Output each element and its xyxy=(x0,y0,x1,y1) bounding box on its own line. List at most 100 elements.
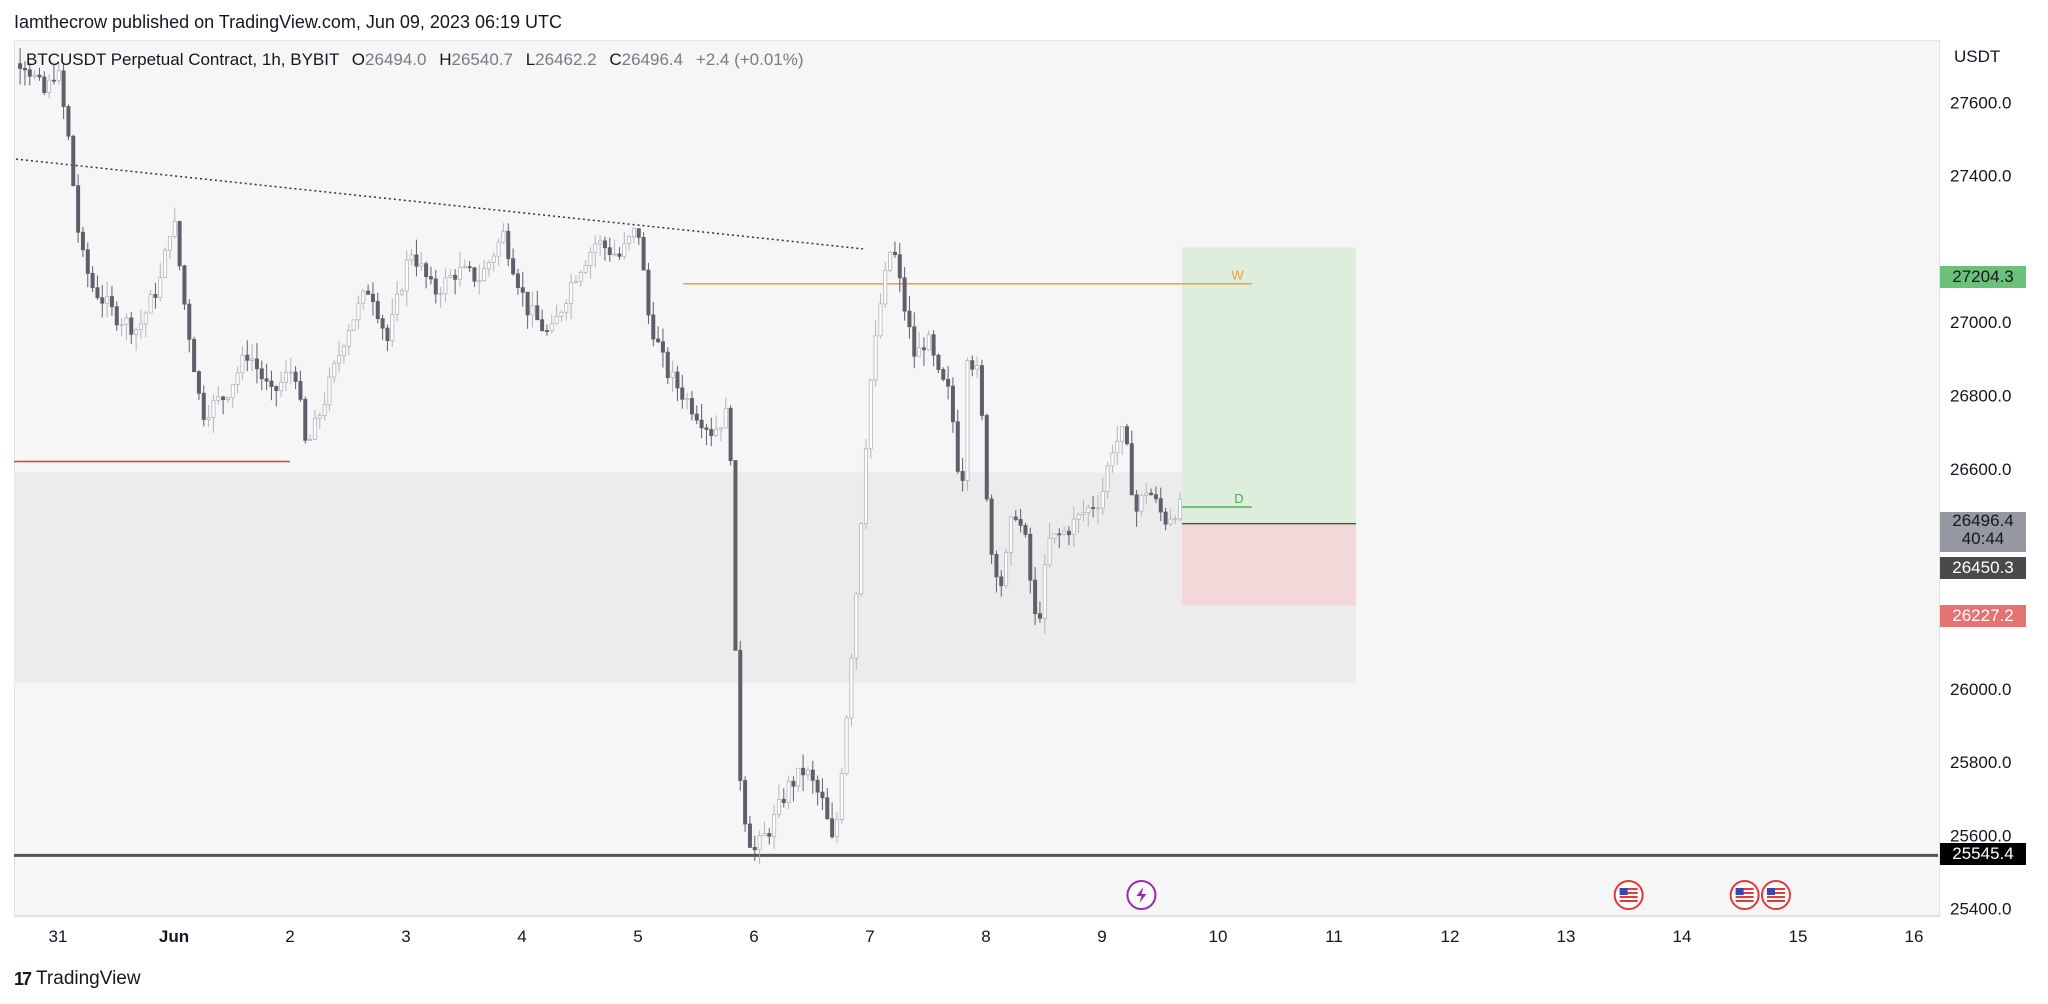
candle-body xyxy=(796,767,801,787)
candle-body xyxy=(955,421,960,472)
candle-body xyxy=(622,243,627,257)
time-tick-label: 15 xyxy=(1789,927,1808,946)
candle-body xyxy=(994,553,999,578)
candle-body xyxy=(598,240,603,245)
candle-body xyxy=(1062,530,1067,535)
time-tick-label: 2 xyxy=(285,927,294,946)
candle-body xyxy=(1047,537,1052,566)
candle xyxy=(622,232,627,260)
candle-body xyxy=(211,399,216,418)
candle xyxy=(902,266,907,321)
candle-body xyxy=(511,258,516,275)
candle-body xyxy=(235,372,240,385)
candle xyxy=(897,242,902,293)
candle-body xyxy=(167,236,172,251)
tradingview-logo[interactable]: 17 TradingView xyxy=(14,968,141,990)
candle xyxy=(699,404,704,439)
candle xyxy=(805,766,810,781)
candle-body xyxy=(912,326,917,357)
candle-body xyxy=(1071,518,1076,536)
candle xyxy=(1124,423,1129,446)
candle xyxy=(873,320,878,387)
candle-body xyxy=(892,251,897,256)
time-tick-label: 12 xyxy=(1441,927,1460,946)
candle-body xyxy=(356,302,361,321)
candle-body xyxy=(573,280,578,283)
candle xyxy=(1168,508,1173,527)
candle-body xyxy=(1004,551,1009,587)
candle xyxy=(177,220,182,271)
candle xyxy=(250,343,255,372)
candle-body xyxy=(530,305,535,316)
candle xyxy=(506,223,511,267)
candle-body xyxy=(1052,533,1057,539)
high-label: H xyxy=(439,50,452,69)
price-axis[interactable] xyxy=(1940,40,2048,916)
price-tick-label: 26800.0 xyxy=(1950,387,2011,406)
candle xyxy=(791,776,796,802)
candle-body xyxy=(95,287,100,299)
candle-body xyxy=(907,310,912,328)
candle-body xyxy=(288,371,293,374)
candle xyxy=(786,775,791,810)
candle-body xyxy=(351,319,356,331)
last-price-value: 26496.4 xyxy=(1952,511,2014,530)
line-label-green: D xyxy=(1234,491,1243,506)
candle-body xyxy=(704,427,709,430)
symbol-legend[interactable]: BTCUSDT Perpetual Contract, 1h, BYBIT O2… xyxy=(26,50,804,70)
candle-body xyxy=(1129,443,1134,496)
candle xyxy=(738,640,743,791)
candle xyxy=(1129,430,1134,496)
candle xyxy=(830,802,835,839)
candle xyxy=(254,342,259,384)
candle-body xyxy=(201,392,206,420)
time-tick-label: 11 xyxy=(1325,927,1343,946)
candle xyxy=(274,385,279,407)
candle-body xyxy=(815,779,820,793)
candle xyxy=(192,336,197,373)
us-flag-event-icon xyxy=(1729,880,1760,910)
candle xyxy=(1134,490,1139,527)
flag-stripe xyxy=(1766,900,1785,902)
price-tick-label: 27600.0 xyxy=(1950,93,2011,112)
candle-body xyxy=(970,360,975,370)
candle-body xyxy=(472,267,477,282)
candle-body xyxy=(279,381,284,391)
candle xyxy=(409,249,414,266)
candle-body xyxy=(129,317,134,335)
candle xyxy=(288,357,293,385)
candle-body xyxy=(438,292,443,295)
candle-body xyxy=(718,427,723,430)
candle xyxy=(1163,507,1168,531)
candle-body xyxy=(569,282,574,304)
flag-stripe xyxy=(1735,900,1754,902)
candle xyxy=(820,778,825,811)
time-axis[interactable] xyxy=(14,916,1940,956)
time-tick-label: 8 xyxy=(981,927,990,946)
candle xyxy=(453,269,458,295)
candle-body xyxy=(641,237,646,271)
candle xyxy=(868,378,873,459)
candle xyxy=(1153,486,1158,503)
candle-body xyxy=(274,386,279,391)
currency-unit[interactable]: USDT xyxy=(1954,47,2001,66)
us-flag-event-icon xyxy=(1613,880,1644,910)
candle xyxy=(834,812,839,844)
candle xyxy=(796,767,801,792)
candle xyxy=(593,235,598,268)
candle xyxy=(448,268,453,279)
candle-body xyxy=(298,381,303,400)
candle-body xyxy=(791,780,796,787)
candle-body xyxy=(839,772,844,820)
candle-body xyxy=(322,404,327,416)
price-tick-label: 25400.0 xyxy=(1950,900,2011,919)
candle-body xyxy=(114,306,119,326)
candle xyxy=(293,366,298,390)
candle-body xyxy=(399,290,404,295)
candle-body xyxy=(119,323,124,326)
candle-body xyxy=(941,369,946,380)
candle-body xyxy=(428,276,433,280)
candle xyxy=(114,301,119,331)
candle xyxy=(1149,488,1154,496)
candle xyxy=(704,423,709,446)
